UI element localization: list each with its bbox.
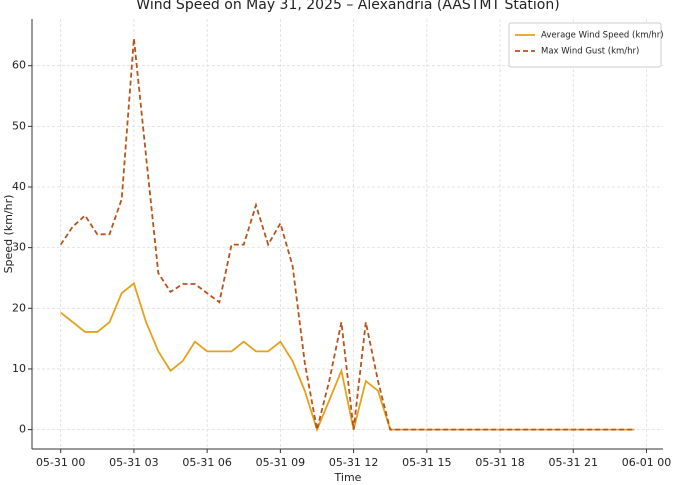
y-tick-label: 40	[12, 180, 26, 193]
y-axis-label: Speed (km/hr)	[2, 195, 15, 274]
y-tick-label: 0	[19, 423, 26, 436]
x-tick-label: 06-01 00	[622, 456, 671, 469]
y-tick-label: 10	[12, 362, 26, 375]
x-tick-label: 05-31 03	[109, 456, 158, 469]
legend-label: Average Wind Speed (km/hr)	[541, 31, 664, 41]
legend-label: Max Wind Gust (km/hr)	[541, 47, 639, 57]
x-axis-label: Time	[334, 471, 362, 484]
y-tick-label: 20	[12, 301, 26, 314]
y-tick-label: 50	[12, 119, 26, 132]
x-tick-label: 05-31 09	[256, 456, 305, 469]
series-line	[59, 38, 635, 431]
x-tick-label: 05-31 12	[329, 456, 378, 469]
y-tick-label: 60	[12, 59, 26, 72]
chart-title: Wind Speed on May 31, 2025 – Alexandria …	[136, 0, 559, 13]
x-tick-label: 05-31 00	[36, 456, 85, 469]
series-line	[60, 281, 635, 433]
x-tick-label: 05-31 06	[182, 456, 231, 469]
x-tick-label: 05-31 15	[402, 456, 451, 469]
x-tick-label: 05-31 18	[475, 456, 524, 469]
y-tick-label: 30	[12, 241, 26, 254]
x-tick-label: 05-31 21	[549, 456, 598, 469]
legend-box	[508, 22, 662, 68]
